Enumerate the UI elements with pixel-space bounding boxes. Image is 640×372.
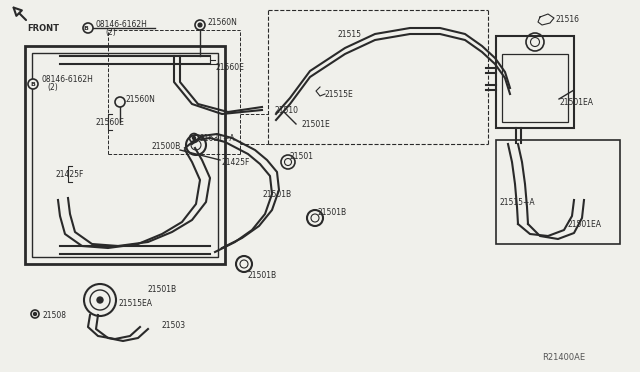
Text: B: B [31, 81, 35, 87]
Text: 21560N: 21560N [207, 17, 237, 26]
Circle shape [193, 137, 195, 140]
Circle shape [83, 23, 93, 33]
Text: FRONT: FRONT [27, 24, 59, 33]
Text: 21501E: 21501E [302, 119, 331, 128]
Text: 21425F: 21425F [55, 170, 83, 179]
Text: 21515+A: 21515+A [500, 198, 536, 206]
Text: 21501B: 21501B [318, 208, 347, 217]
Text: 21631+A: 21631+A [200, 134, 236, 142]
Text: 21425F: 21425F [222, 157, 250, 167]
Text: 21500B: 21500B [152, 141, 181, 151]
Text: B: B [84, 26, 88, 31]
Text: 08146-6162H: 08146-6162H [41, 74, 93, 83]
Text: 21560E: 21560E [215, 62, 244, 71]
Text: 21501EA: 21501EA [560, 97, 594, 106]
Text: 21515EA: 21515EA [118, 299, 152, 308]
Circle shape [28, 79, 38, 89]
Text: 21508: 21508 [42, 311, 66, 321]
Text: 21560N: 21560N [125, 94, 155, 103]
Text: 21510: 21510 [275, 106, 299, 115]
Text: (2): (2) [105, 28, 116, 36]
Text: 21501EA: 21501EA [568, 219, 602, 228]
Circle shape [97, 297, 103, 303]
Text: 21503: 21503 [162, 321, 186, 330]
Circle shape [198, 23, 202, 27]
Bar [25, 46, 225, 264]
Text: 21515E: 21515E [325, 90, 354, 99]
Text: 21501B: 21501B [263, 189, 292, 199]
Circle shape [33, 312, 36, 315]
Bar [502, 54, 568, 122]
Bar [496, 36, 574, 128]
Text: 21560E: 21560E [95, 118, 124, 126]
Text: 08146-6162H: 08146-6162H [95, 19, 147, 29]
Text: 21501: 21501 [290, 151, 314, 160]
Text: 21516: 21516 [556, 15, 580, 23]
Bar [32, 53, 218, 257]
Text: R21400AE: R21400AE [542, 353, 585, 362]
Bar [496, 140, 620, 244]
Text: 21501B: 21501B [248, 272, 277, 280]
Text: (2): (2) [47, 83, 58, 92]
Text: 21501B: 21501B [148, 285, 177, 295]
Text: 21515: 21515 [338, 29, 362, 38]
